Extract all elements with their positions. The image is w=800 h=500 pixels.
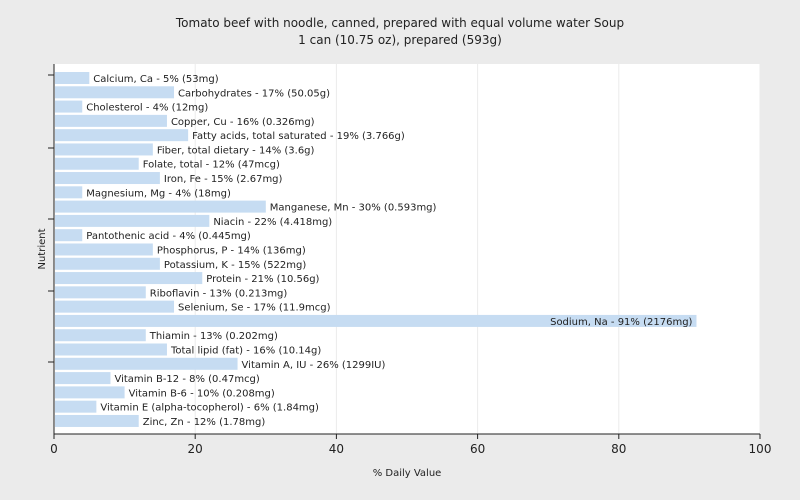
y-axis-title: Nutrient — [37, 228, 48, 269]
bar-label: Vitamin E (alpha-tocopherol) - 6% (1.84m… — [100, 403, 319, 414]
bar-label: Calcium, Ca - 5% (53mg) — [93, 74, 218, 85]
bar-label: Vitamin B-12 - 8% (0.47mcg) — [114, 374, 259, 385]
grid-lines — [194, 64, 761, 434]
bar-label: Riboflavin - 13% (0.213mg) — [150, 288, 288, 299]
bar — [55, 114, 167, 127]
bar-label: Pantothenic acid - 4% (0.445mg) — [86, 231, 251, 242]
bar — [55, 172, 160, 185]
plot-area — [54, 64, 760, 434]
bar-label: Folate, total - 12% (47mcg) — [143, 160, 280, 171]
x-tick-label: 0 — [50, 442, 58, 456]
bar-label: Copper, Cu - 16% (0.326mg) — [171, 117, 315, 128]
bar — [55, 386, 125, 399]
bar-label: Potassium, K - 15% (522mg) — [164, 260, 306, 271]
bar-label: Magnesium, Mg - 4% (18mg) — [86, 188, 231, 199]
bar — [55, 129, 189, 142]
bar-label: Iron, Fe - 15% (2.67mg) — [164, 174, 283, 185]
bar — [55, 257, 160, 270]
bar — [55, 200, 266, 213]
x-ticks-group: 0 20 40 60 80 100 — [50, 434, 771, 456]
bar — [55, 286, 146, 299]
bar-label: Total lipid (fat) - 16% (10.14g) — [170, 346, 321, 357]
x-tick-label: 20 — [188, 442, 203, 456]
chart-subtitle: 1 can (10.75 oz), prepared (593g) — [298, 33, 502, 47]
bar — [55, 329, 146, 342]
bar-label: Cholesterol - 4% (12mg) — [86, 103, 208, 114]
bar — [55, 357, 238, 370]
bar — [55, 272, 203, 285]
bar — [55, 86, 175, 99]
bar — [55, 300, 175, 313]
bar — [55, 343, 167, 356]
bar — [55, 414, 139, 427]
bar — [55, 186, 83, 199]
x-tick-label: 80 — [611, 442, 626, 456]
bar-label: Carbohydrates - 17% (50.05g) — [178, 88, 330, 99]
x-tick-label: 60 — [470, 442, 485, 456]
bar-label: Fatty acids, total saturated - 19% (3.76… — [192, 131, 405, 142]
bar-label: Selenium, Se - 17% (11.9mcg) — [178, 303, 331, 314]
bar — [55, 372, 111, 385]
chart-title: Tomato beef with noodle, canned, prepare… — [175, 16, 624, 30]
bar-label: Zinc, Zn - 12% (1.78mg) — [143, 417, 266, 428]
bar-label: Manganese, Mn - 30% (0.593mg) — [270, 203, 437, 214]
bar — [55, 100, 83, 113]
bar — [55, 72, 90, 84]
bar-label: Niacin - 22% (4.418mg) — [213, 217, 332, 228]
axes-group — [48, 64, 760, 435]
bar-label: Vitamin B-6 - 10% (0.208mg) — [129, 388, 275, 399]
bar — [55, 229, 83, 242]
bar-label: Sodium, Na - 91% (2176mg) — [550, 317, 692, 328]
bar-label: Phosphorus, P - 14% (136mg) — [157, 245, 306, 256]
bar — [55, 143, 153, 156]
bars-group: Calcium, Ca - 5% (53mg) Carbohydrates - 1… — [55, 72, 697, 428]
bar — [55, 314, 697, 327]
bar — [55, 400, 97, 413]
x-axis-title: % Daily Value — [373, 468, 442, 479]
bar — [55, 214, 210, 227]
x-tick-label: 40 — [329, 442, 344, 456]
bar-label: Thiamin - 13% (0.202mg) — [149, 331, 278, 342]
bar — [55, 243, 153, 256]
bar-label: Fiber, total dietary - 14% (3.6g) — [157, 145, 315, 156]
bar — [55, 157, 139, 170]
bar-label: Vitamin A, IU - 26% (1299IU) — [242, 360, 386, 371]
bar-label: Protein - 21% (10.56g) — [206, 274, 319, 285]
x-tick-label: 100 — [749, 442, 772, 456]
